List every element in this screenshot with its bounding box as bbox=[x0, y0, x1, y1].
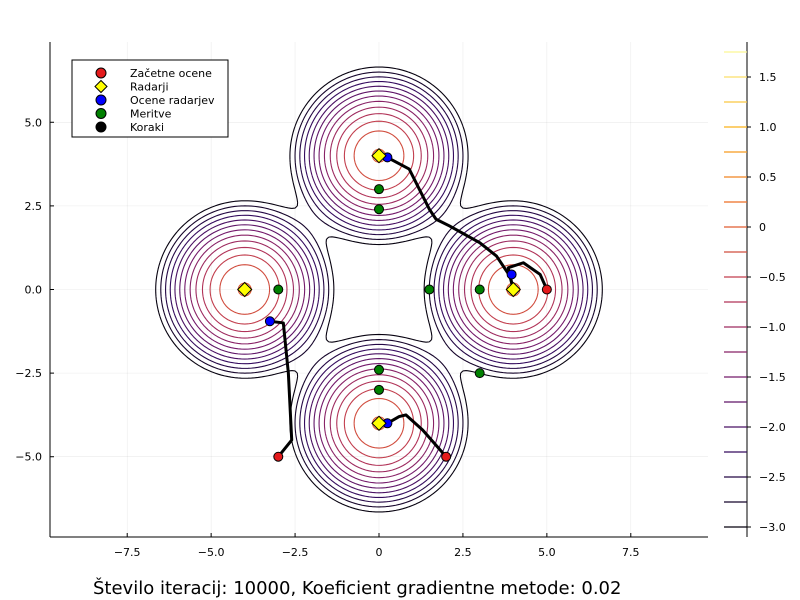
y-tick-label: 5.0 bbox=[25, 116, 43, 129]
legend-marker bbox=[95, 67, 107, 79]
y-tick-label: −2.5 bbox=[15, 367, 42, 380]
marker-ocene-radarjev bbox=[264, 316, 275, 327]
colorbar-tick-label: −2.5 bbox=[759, 471, 786, 484]
data-markers bbox=[237, 148, 552, 462]
marker-meritve bbox=[474, 284, 485, 295]
legend-label: Ocene radarjev bbox=[130, 94, 215, 107]
marker-meritve bbox=[374, 384, 384, 395]
legend-marker bbox=[95, 108, 107, 119]
y-tick-label: 0.0 bbox=[25, 284, 43, 297]
contour-lines bbox=[155, 66, 603, 513]
axes: −7.5 −5.0 −2.5 0 2.5 5.0 7.5 −5.0 −2.5 0.0 2.5 5.0 bbox=[15, 42, 708, 559]
marker-radarji bbox=[505, 281, 521, 298]
colorbar: −3.0 −2.5 −2.0 −1.5 −1.0 −0.5 0 0.5 1.0 1.5 bbox=[724, 42, 786, 537]
x-tick-label: 2.5 bbox=[454, 546, 472, 559]
contour-line bbox=[209, 120, 549, 459]
x-tick-label: 5.0 bbox=[538, 546, 556, 559]
contour-line bbox=[174, 85, 584, 494]
marker-meritve bbox=[424, 284, 435, 295]
step-path bbox=[268, 319, 294, 459]
marker-radarji bbox=[371, 415, 387, 431]
marker-začetne-ocene bbox=[441, 451, 452, 462]
contour-line bbox=[201, 113, 557, 466]
x-tick-label: −7.5 bbox=[114, 546, 141, 559]
colorbar-tick-label: 1.0 bbox=[759, 121, 777, 134]
legend-marker bbox=[94, 79, 108, 94]
step-path bbox=[385, 413, 448, 459]
contour-line bbox=[169, 80, 589, 499]
x-tick-label: −2.5 bbox=[282, 546, 309, 559]
legend-marker bbox=[95, 94, 107, 106]
colorbar-tick-label: −0.5 bbox=[759, 271, 786, 284]
step-paths bbox=[268, 155, 549, 459]
y-tick-label: 2.5 bbox=[25, 200, 43, 213]
colorbar-tick-label: 1.5 bbox=[759, 71, 777, 84]
contour-line bbox=[189, 100, 569, 479]
colorbar-tick-label: −2.0 bbox=[759, 421, 786, 434]
contour-line bbox=[155, 66, 603, 513]
marker-začetne-ocene bbox=[273, 451, 284, 462]
colorbar-tick-label: −3.0 bbox=[759, 521, 786, 534]
colorbar-tick-label: −1.0 bbox=[759, 321, 786, 334]
y-tick-label: −5.0 bbox=[15, 451, 42, 464]
marker-radarji bbox=[237, 281, 253, 298]
legend-label: Radarji bbox=[130, 81, 169, 94]
x-tick-label: −5.0 bbox=[198, 546, 225, 559]
marker-meritve bbox=[374, 184, 384, 195]
caption-text: Število iteracij: 10000, Koeficient grad… bbox=[93, 578, 622, 599]
colorbar-tick-label: 0 bbox=[759, 221, 766, 234]
legend-label: Koraki bbox=[130, 121, 164, 134]
marker-meritve bbox=[273, 284, 284, 295]
step-path bbox=[385, 155, 549, 291]
contour-line bbox=[165, 76, 593, 503]
marker-začetne-ocene bbox=[541, 284, 552, 295]
contour-line bbox=[219, 130, 539, 449]
x-tick-label: 0 bbox=[376, 546, 383, 559]
legend-label: Meritve bbox=[130, 108, 172, 121]
marker-meritve bbox=[374, 364, 384, 375]
marker-ocene-radarjev bbox=[506, 269, 517, 280]
colorbar-tick-label: 0.5 bbox=[759, 171, 777, 184]
contour-line bbox=[160, 71, 598, 508]
marker-meritve bbox=[374, 204, 384, 215]
contour-line bbox=[179, 90, 579, 489]
marker-radarji bbox=[371, 148, 387, 164]
x-tick-label: 7.5 bbox=[622, 546, 640, 559]
colorbar-tick-label: −1.5 bbox=[759, 371, 786, 384]
contour-line bbox=[184, 95, 574, 484]
legend-marker bbox=[95, 121, 107, 133]
marker-meritve bbox=[474, 368, 485, 379]
legend-label: Začetne ocene bbox=[130, 67, 212, 80]
